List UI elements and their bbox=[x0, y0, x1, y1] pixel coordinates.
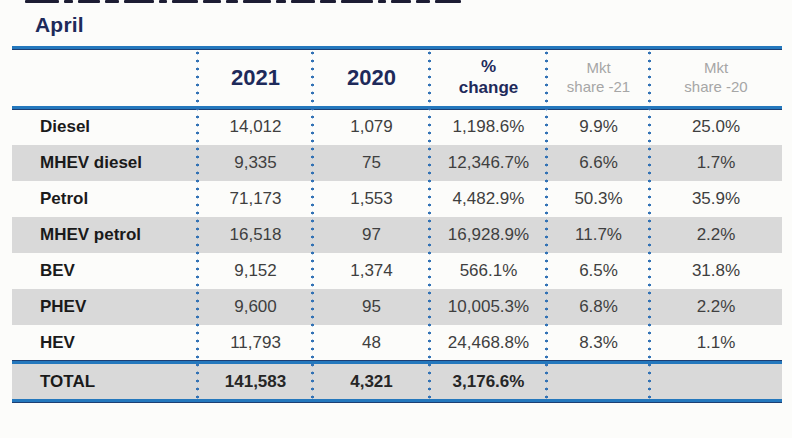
header-2020: 2020 bbox=[313, 65, 430, 91]
cell-pct-change: 16,928.9% bbox=[430, 225, 547, 245]
cell-2021: 9,152 bbox=[198, 261, 313, 281]
cell-mkt-share-20: 31.8% bbox=[650, 261, 782, 281]
cell-2021: 11,793 bbox=[198, 333, 313, 353]
cell-mkt-share-20: 1.1% bbox=[650, 333, 782, 353]
table-row-mhev-diesel: MHEV diesel 9,335 75 12,346.7% 6.6% 1.7% bbox=[12, 145, 782, 181]
cell-2020: 1,553 bbox=[313, 189, 430, 209]
table-row-bev: BEV 9,152 1,374 566.1% 6.5% 31.8% bbox=[12, 253, 782, 289]
cell-pct-change: 10,005.3% bbox=[430, 297, 547, 317]
table-row-phev: PHEV 9,600 95 10,005.3% 6.8% 2.2% bbox=[12, 289, 782, 325]
header-pct-line2: change bbox=[430, 78, 547, 98]
header-mkt20-line2: share -20 bbox=[650, 78, 782, 97]
page-title: April bbox=[35, 13, 84, 37]
cell-pct-change: 12,346.7% bbox=[430, 153, 547, 173]
cell-pct-change: 4,482.9% bbox=[430, 189, 547, 209]
cell-pct-change: 1,198.6% bbox=[430, 117, 547, 137]
header-mkt21-line1: Mkt bbox=[547, 59, 650, 78]
cell-2021: 16,518 bbox=[198, 225, 313, 245]
table-row-total: TOTAL 141,583 4,321 3,176.6% bbox=[12, 364, 782, 399]
cell-mkt-share-21: 6.6% bbox=[547, 153, 650, 173]
header-mkt21-line2: share -21 bbox=[547, 78, 650, 97]
header-mkt-share-20: Mkt share -20 bbox=[650, 59, 782, 97]
table-header-row: 2021 2020 % change Mkt share -21 Mkt sha… bbox=[12, 49, 782, 106]
cell-2020: 97 bbox=[313, 225, 430, 245]
cell-pct-change: 24,468.8% bbox=[430, 333, 547, 353]
cell-2021: 14,012 bbox=[198, 117, 313, 137]
cell-2020: 1,079 bbox=[313, 117, 430, 137]
header-mkt-share-21: Mkt share -21 bbox=[547, 59, 650, 97]
table-row-petrol: Petrol 71,173 1,553 4,482.9% 50.3% 35.9% bbox=[12, 181, 782, 217]
cell-pct-change: 566.1% bbox=[430, 261, 547, 281]
cell-2020: 95 bbox=[313, 297, 430, 317]
cell-mkt-share-21: 6.5% bbox=[547, 261, 650, 281]
cell-mkt-share-21: 50.3% bbox=[547, 189, 650, 209]
cell-mkt-share-20: 2.2% bbox=[650, 297, 782, 317]
table-row-hev: HEV 11,793 48 24,468.8% 8.3% 1.1% bbox=[12, 325, 782, 361]
cell-mkt-share-20: 35.9% bbox=[650, 189, 782, 209]
table-row-diesel: Diesel 14,012 1,079 1,198.6% 9.9% 25.0% bbox=[12, 109, 782, 145]
cell-mkt-share-20: 2.2% bbox=[650, 225, 782, 245]
registrations-table: 2021 2020 % change Mkt share -21 Mkt sha… bbox=[12, 46, 782, 402]
row-label: HEV bbox=[12, 333, 198, 353]
row-label: MHEV diesel bbox=[12, 153, 198, 173]
cell-mkt-share-20: 1.7% bbox=[650, 153, 782, 173]
cell-2021: 9,335 bbox=[198, 153, 313, 173]
cell-2021-total: 141,583 bbox=[198, 372, 313, 392]
row-label: MHEV petrol bbox=[12, 225, 198, 245]
row-label: PHEV bbox=[12, 297, 198, 317]
cell-mkt-share-21: 8.3% bbox=[547, 333, 650, 353]
cell-2020: 48 bbox=[313, 333, 430, 353]
cell-2021: 71,173 bbox=[198, 189, 313, 209]
cell-pct-change-total: 3,176.6% bbox=[430, 372, 547, 392]
cell-mkt-share-21: 6.8% bbox=[547, 297, 650, 317]
cell-mkt-share-20: 25.0% bbox=[650, 117, 782, 137]
row-label: Petrol bbox=[12, 189, 198, 209]
cell-2020: 1,374 bbox=[313, 261, 430, 281]
header-mkt20-line1: Mkt bbox=[650, 59, 782, 78]
header-pct-change: % change bbox=[430, 57, 547, 98]
row-label: BEV bbox=[12, 261, 198, 281]
row-label: Diesel bbox=[12, 117, 198, 137]
header-pct-line1: % bbox=[430, 57, 547, 77]
header-2021: 2021 bbox=[198, 65, 313, 91]
cell-mkt-share-21: 11.7% bbox=[547, 225, 650, 245]
cell-2021: 9,600 bbox=[198, 297, 313, 317]
table-row-mhev-petrol: MHEV petrol 16,518 97 16,928.9% 11.7% 2.… bbox=[12, 217, 782, 253]
cell-2020-total: 4,321 bbox=[313, 372, 430, 392]
rule-bottom bbox=[12, 399, 782, 402]
cropped-title-fragment bbox=[25, 0, 465, 4]
row-label-total: TOTAL bbox=[12, 372, 198, 392]
cell-2020: 75 bbox=[313, 153, 430, 173]
cell-mkt-share-21: 9.9% bbox=[547, 117, 650, 137]
